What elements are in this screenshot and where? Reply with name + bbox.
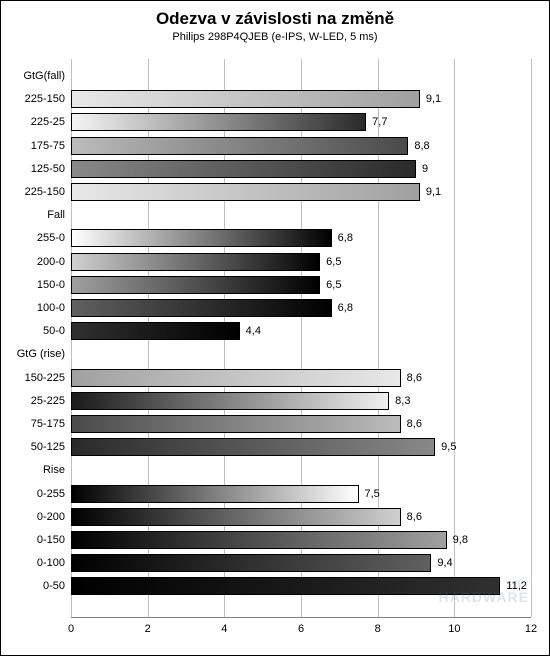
data-bar (71, 137, 408, 155)
value-label: 7,5 (365, 488, 380, 500)
value-label: 8,6 (407, 418, 422, 430)
chart-title: Odezva v závislosti na změně (1, 1, 549, 29)
data-bar (71, 415, 401, 433)
y-tick-label: 100-0 (37, 302, 65, 314)
chart-container: Odezva v závislosti na změně Philips 298… (0, 0, 550, 656)
y-tick-label: 50-125 (31, 441, 65, 453)
data-bar (71, 229, 332, 247)
x-axis-line (71, 617, 531, 618)
data-bar (71, 369, 401, 387)
value-label: 6,8 (338, 302, 353, 314)
y-tick-label: 0-100 (37, 557, 65, 569)
section-header: Fall (47, 209, 65, 221)
watermark-text: HARDWARE (439, 589, 529, 605)
y-tick-label: 25-225 (31, 395, 65, 407)
data-bar (71, 508, 401, 526)
chart-subtitle: Philips 298P4QJEB (e-IPS, W-LED, 5 ms) (1, 29, 549, 43)
y-tick-label: 0-255 (37, 488, 65, 500)
data-bar (71, 322, 240, 340)
value-label: 9,5 (441, 441, 456, 453)
section-header: GtG(fall) (23, 70, 65, 82)
data-bar (71, 299, 332, 317)
data-bar (71, 160, 416, 178)
x-tick-label: 6 (298, 623, 304, 635)
data-bar (71, 438, 435, 456)
watermark: SVĚT HARDWARE (439, 579, 529, 605)
data-bar (71, 485, 359, 503)
section-header: GtG (rise) (17, 348, 65, 360)
y-tick-label: 75-175 (31, 418, 65, 430)
y-tick-label: 175-75 (31, 140, 65, 152)
value-label: 9 (422, 163, 428, 175)
value-label: 9,4 (437, 557, 452, 569)
y-tick-label: 225-25 (31, 116, 65, 128)
y-tick-label: 0-200 (37, 511, 65, 523)
data-bar (71, 392, 389, 410)
value-label: 8,8 (414, 140, 429, 152)
y-tick-label: 50-0 (43, 325, 65, 337)
value-label: 9,1 (426, 186, 441, 198)
data-bar (71, 276, 320, 294)
x-tick-label: 8 (375, 623, 381, 635)
y-tick-label: 150-225 (25, 372, 65, 384)
y-tick-label: 0-50 (43, 580, 65, 592)
y-tick-label: 0-150 (37, 534, 65, 546)
value-label: 9,8 (453, 534, 468, 546)
value-label: 8,6 (407, 372, 422, 384)
value-label: 4,4 (246, 325, 261, 337)
data-bar (71, 253, 320, 271)
x-tick-label: 2 (145, 623, 151, 635)
value-label: 6,5 (326, 256, 341, 268)
y-tick-label: 200-0 (37, 256, 65, 268)
x-tick-label: 12 (525, 623, 537, 635)
section-header: Rise (43, 464, 65, 476)
y-tick-label: 225-150 (25, 186, 65, 198)
x-tick-label: 4 (221, 623, 227, 635)
y-tick-label: 125-50 (31, 163, 65, 175)
x-tick-label: 0 (68, 623, 74, 635)
y-tick-label: 225-150 (25, 93, 65, 105)
data-bar (71, 554, 431, 572)
y-tick-label: 150-0 (37, 279, 65, 291)
value-label: 9,1 (426, 93, 441, 105)
data-bar (71, 183, 420, 201)
value-label: 7,7 (372, 116, 387, 128)
data-bar (71, 531, 447, 549)
x-tick-label: 10 (448, 623, 460, 635)
y-tick-label: 255-0 (37, 232, 65, 244)
watermark-small: SVĚT (439, 579, 529, 589)
data-bar (71, 90, 420, 108)
value-label: 6,8 (338, 232, 353, 244)
data-bar (71, 113, 366, 131)
value-label: 8,6 (407, 511, 422, 523)
data-bar (71, 577, 500, 595)
gridline (531, 59, 532, 617)
value-label: 8,3 (395, 395, 410, 407)
value-label: 6,5 (326, 279, 341, 291)
